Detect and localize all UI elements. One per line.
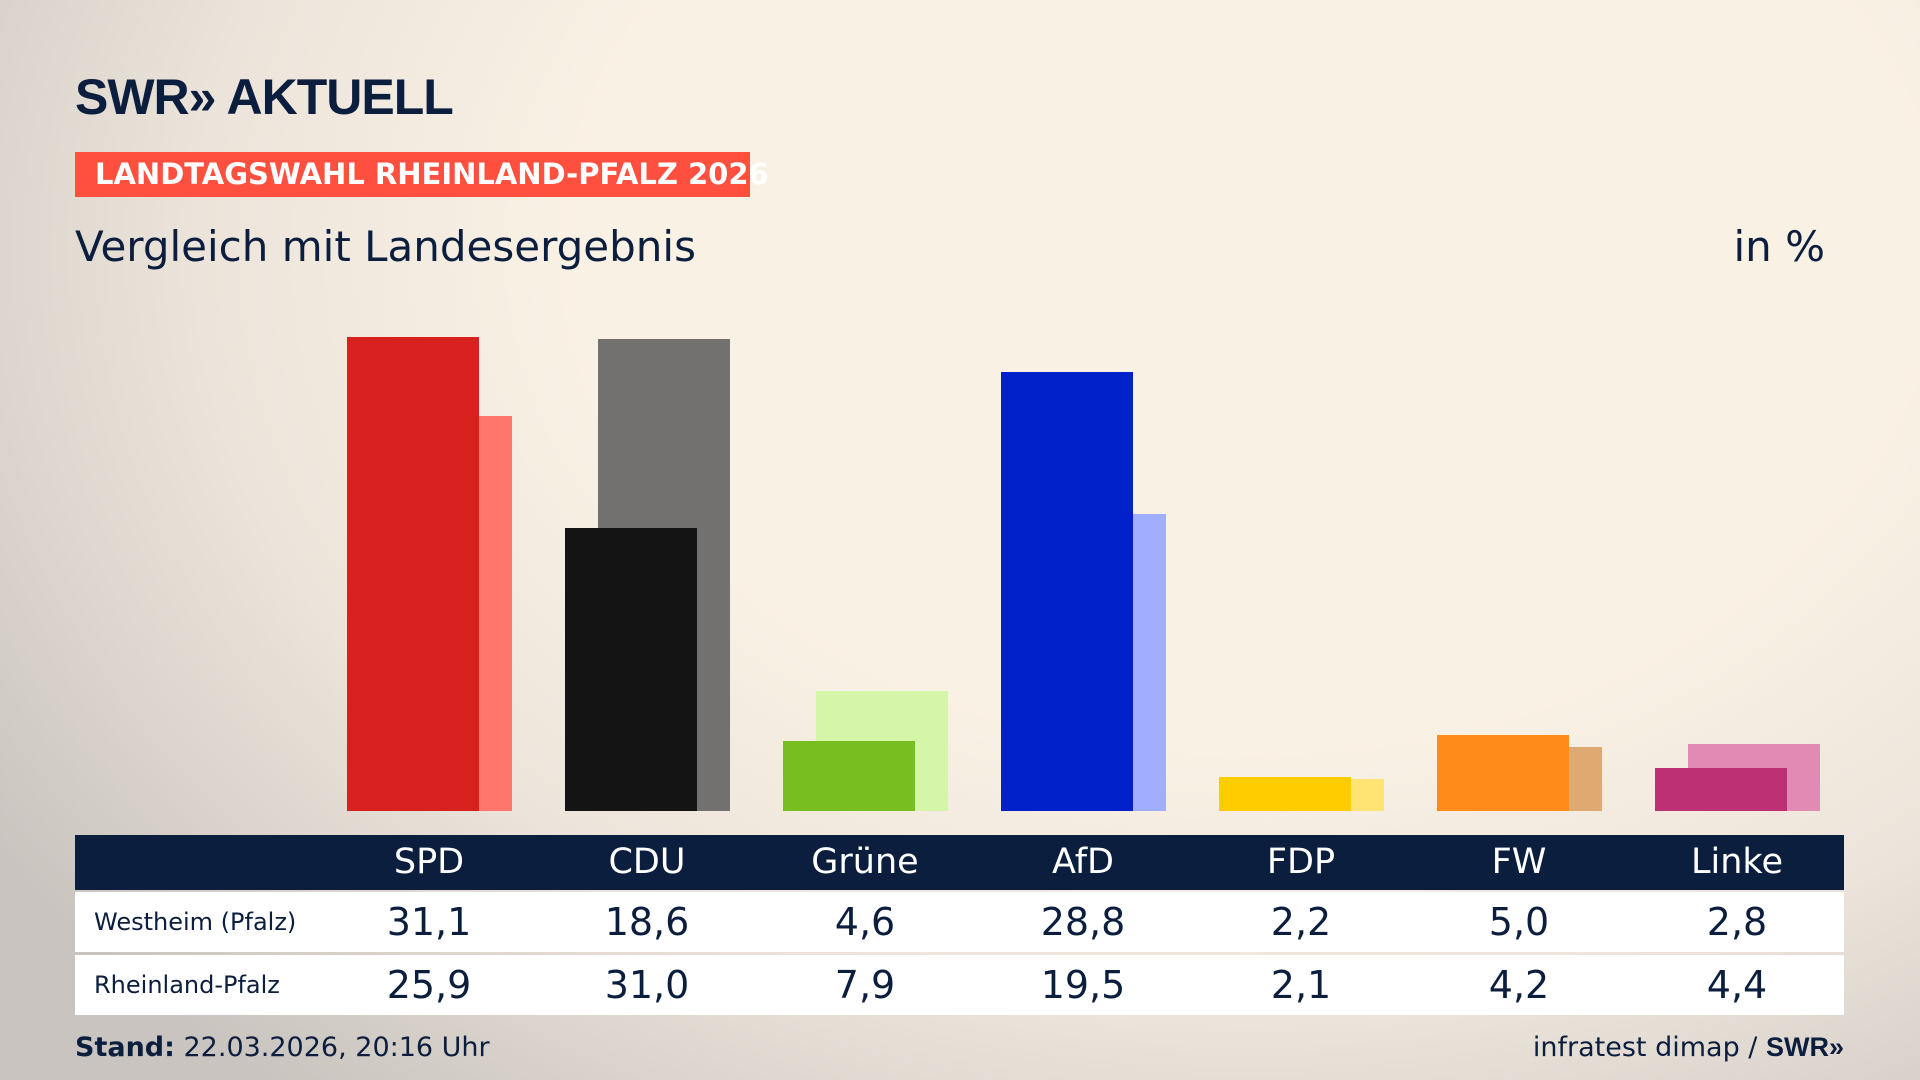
swr-logo-small: SWR» bbox=[1765, 1032, 1844, 1062]
party-label: Linke bbox=[1691, 842, 1783, 882]
bar-afd-westheim bbox=[1001, 372, 1133, 811]
value-cell: 7,9 bbox=[834, 963, 896, 1007]
timestamp: Stand: 22.03.2026, 20:16 Uhr bbox=[75, 1032, 490, 1063]
row-label: Westheim (Pfalz) bbox=[94, 908, 297, 936]
stand-value: 22.03.2026, 20:16 Uhr bbox=[174, 1032, 490, 1063]
chart-title: Vergleich mit Landesergebnis bbox=[75, 222, 696, 271]
party-label: CDU bbox=[608, 842, 686, 882]
party-label: FW bbox=[1491, 842, 1547, 882]
source: infratest dimap / SWR» bbox=[1533, 1032, 1844, 1063]
value-cell: 31,0 bbox=[604, 963, 690, 1007]
value-cell: 5,0 bbox=[1488, 900, 1550, 944]
election-tag: LANDTAGSWAHL RHEINLAND-PFALZ 2026 bbox=[75, 152, 769, 197]
bar-grüne-westheim bbox=[783, 740, 915, 811]
value-cell: 25,9 bbox=[386, 963, 472, 1007]
value-cell: 2,2 bbox=[1270, 900, 1332, 944]
table-header: SPD CDU Grüne AfD FDP FW Linke bbox=[75, 835, 1844, 890]
value-cell: 28,8 bbox=[1040, 900, 1126, 944]
bar-linke-westheim bbox=[1655, 768, 1787, 811]
row-label: Rheinland-Pfalz bbox=[94, 971, 280, 999]
bar-spd-westheim bbox=[347, 337, 479, 811]
value-cell: 4,4 bbox=[1706, 963, 1768, 1007]
value-cell: 19,5 bbox=[1040, 963, 1126, 1007]
bar-cdu-westheim bbox=[565, 527, 697, 811]
bar-fdp-westheim bbox=[1219, 777, 1351, 811]
value-cell: 4,2 bbox=[1488, 963, 1550, 1007]
party-label: AfD bbox=[1052, 842, 1114, 882]
bar-fw-westheim bbox=[1437, 734, 1569, 811]
stand-label: Stand: bbox=[75, 1032, 175, 1063]
value-cell: 18,6 bbox=[604, 900, 690, 944]
table-row-westheim: Westheim (Pfalz) 31,1 18,6 4,6 28,8 2,2 5,0 2,… bbox=[75, 892, 1844, 952]
party-label: Grüne bbox=[811, 842, 919, 882]
source-text: infratest dimap / bbox=[1532, 1032, 1766, 1063]
unit-label: in % bbox=[1733, 222, 1825, 271]
swr-aktuell-logo: SWR» AKTUELL bbox=[75, 69, 454, 125]
value-cell: 4,6 bbox=[834, 900, 896, 944]
value-cell: 31,1 bbox=[386, 900, 472, 944]
value-cell: 2,1 bbox=[1270, 963, 1332, 1007]
value-cell: 2,8 bbox=[1706, 900, 1768, 944]
party-label: FDP bbox=[1266, 842, 1336, 882]
table-row-rheinland-pfalz: Rheinland-Pfalz 25,9 31,0 7,9 19,5 2,1 4,2 4,4 bbox=[75, 955, 1844, 1015]
party-label: SPD bbox=[393, 842, 465, 882]
